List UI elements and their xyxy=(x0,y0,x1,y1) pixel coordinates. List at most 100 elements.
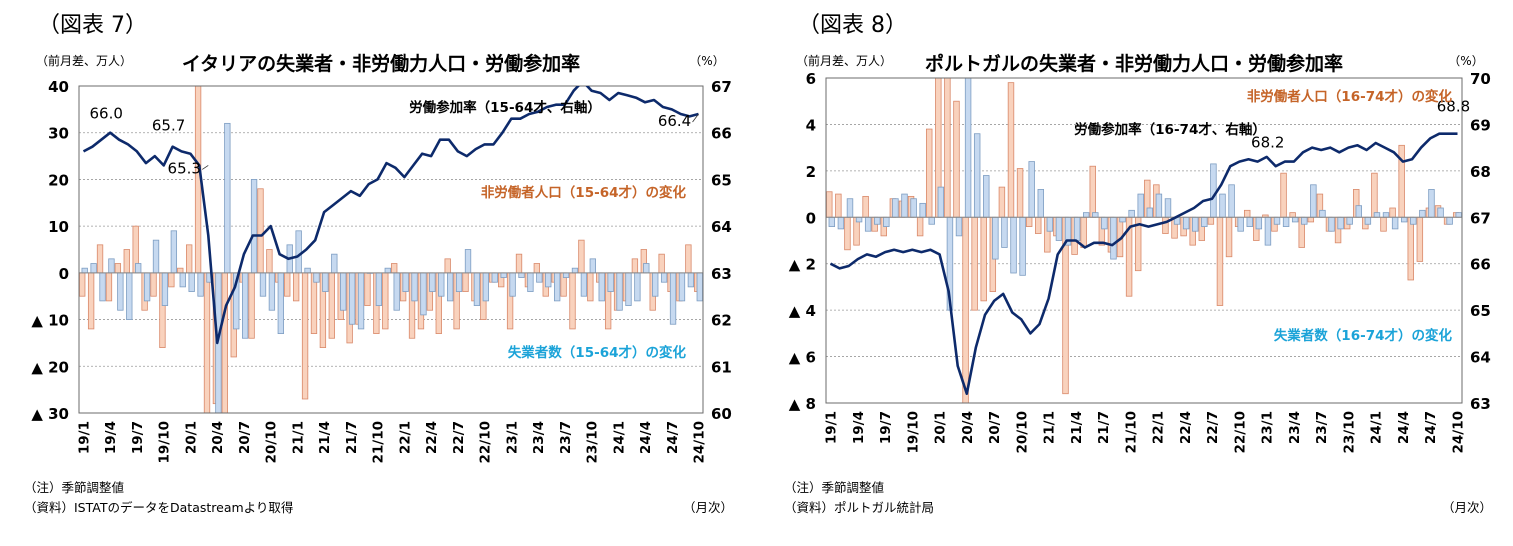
bar-unemployed-change xyxy=(473,272,481,306)
x-tick-label: 20/10 xyxy=(264,421,280,464)
bar-unemployed-change xyxy=(1301,216,1308,225)
bar-nonlabor-change xyxy=(1080,216,1087,248)
right-axis-unit: （%） xyxy=(1448,54,1483,68)
bar-unemployed-change xyxy=(429,272,436,292)
bar-unemployed-change xyxy=(384,267,391,274)
bar-nonlabor-change xyxy=(916,216,924,237)
bar-nonlabor-change xyxy=(96,244,104,274)
bar-unemployed-change xyxy=(846,198,854,218)
bar-unemployed-change xyxy=(1128,209,1135,218)
bar-unemployed-change xyxy=(1101,216,1108,230)
chart-1: （図表 7） （前月差、万人） イタリアの失業者・非労働力人口・労働参加率 （%） 40… xyxy=(24,13,733,515)
chart-2: （図表 8） （前月差、万人） ポルトガルの失業者・非労働力人口・労働参加率 （%） 6… xyxy=(784,13,1492,515)
bar-nonlabor-change xyxy=(79,272,86,297)
bar-nonlabor-change xyxy=(515,253,523,274)
bar-unemployed-change xyxy=(491,272,498,283)
note-text: （注）季節調整値 xyxy=(784,480,884,495)
bar-unemployed-change xyxy=(482,272,490,302)
y-right-tick-label: 66 xyxy=(711,125,732,143)
bar-unemployed-change xyxy=(455,272,463,292)
x-tick-label: 23/10 xyxy=(585,421,601,464)
bar-nonlabor-change xyxy=(123,249,130,274)
bar-nonlabor-change xyxy=(87,272,95,330)
x-tick-label: 22/1 xyxy=(397,421,413,454)
y-right-tick-label: 68 xyxy=(1470,163,1491,181)
bar-unemployed-change xyxy=(955,216,963,237)
bar-unemployed-change xyxy=(1400,216,1408,223)
bar-unemployed-change xyxy=(1055,216,1063,241)
y-left-tick-label: ▲ 20 xyxy=(31,358,69,376)
bar-unemployed-change xyxy=(562,272,570,278)
bar-unemployed-change xyxy=(634,272,641,302)
bar-unemployed-change xyxy=(536,272,543,283)
bar-unemployed-change xyxy=(1282,216,1290,227)
bar-unemployed-change xyxy=(1419,209,1426,218)
bar-unemployed-change xyxy=(1410,216,1417,225)
bar-unemployed-change xyxy=(580,272,588,297)
bar-unemployed-change xyxy=(1082,212,1090,218)
x-tick-label: 19/10 xyxy=(905,411,921,454)
bar-unemployed-change xyxy=(1228,184,1235,218)
bar-nonlabor-change xyxy=(658,253,665,274)
bar-nonlabor-change xyxy=(971,216,978,311)
left-axis-unit: （前月差、万人） xyxy=(36,53,132,68)
bar-unemployed-change xyxy=(1310,184,1317,218)
bar-nonlabor-change xyxy=(1035,216,1042,234)
bar-nonlabor-change xyxy=(1398,144,1405,218)
x-tick-label: 24/1 xyxy=(611,421,627,454)
y-right-tick-label: 67 xyxy=(711,78,732,96)
x-tick-label: 21/1 xyxy=(1042,411,1058,444)
annotation-value: 66.4 xyxy=(658,112,691,130)
bar-unemployed-change xyxy=(1210,163,1217,218)
bar-unemployed-change xyxy=(464,249,472,274)
y-left-tick-label: 0 xyxy=(59,265,69,283)
plot-frame xyxy=(825,77,1463,404)
bar-unemployed-change xyxy=(1382,212,1390,218)
bar-unemployed-change xyxy=(259,272,267,297)
bar-nonlabor-change xyxy=(533,263,541,274)
series-label: 労働参加率（15-64才、右軸） xyxy=(409,99,601,116)
bar-unemployed-change xyxy=(402,272,409,292)
y-left-tick-label: ▲ 8 xyxy=(789,395,816,413)
x-tick-label: 19/1 xyxy=(76,421,92,454)
bar-nonlabor-change xyxy=(177,267,184,274)
x-tick-label: 21/7 xyxy=(344,421,360,454)
figure-label: （図表 7） xyxy=(38,13,147,38)
bar-unemployed-change xyxy=(295,230,302,274)
bar-unemployed-change xyxy=(1455,212,1462,218)
bar-nonlabor-change xyxy=(364,272,371,306)
bar-unemployed-change xyxy=(607,272,614,292)
bar-unemployed-change xyxy=(1164,198,1172,218)
bar-unemployed-change xyxy=(161,272,169,306)
bar-nonlabor-change xyxy=(1416,216,1424,262)
bar-unemployed-change xyxy=(883,216,890,227)
y-right-tick-label: 60 xyxy=(711,405,732,423)
series-label: 非労働者人口（15-64才）の変化 xyxy=(481,184,687,201)
annotation-value: 66.0 xyxy=(89,105,122,123)
bar-nonlabor-change xyxy=(1243,209,1251,218)
x-axis-unit: （月次） xyxy=(683,500,733,515)
y-left-tick-label: 4 xyxy=(806,116,816,134)
bar-unemployed-change xyxy=(1373,212,1381,218)
bar-unemployed-change xyxy=(828,216,836,227)
series-label: 労働参加率（16-74才、右軸） xyxy=(1074,121,1266,138)
bar-unemployed-change xyxy=(241,272,249,339)
x-tick-label: 21/4 xyxy=(1069,411,1085,444)
bars xyxy=(826,78,1462,403)
bar-unemployed-change xyxy=(224,122,231,274)
bar-unemployed-change xyxy=(1237,216,1244,232)
bar-nonlabor-change xyxy=(266,249,273,274)
bar-nonlabor-change xyxy=(444,258,451,274)
bar-unemployed-change xyxy=(393,272,400,311)
bar-unemployed-change xyxy=(616,272,623,311)
x-tick-label: 23/4 xyxy=(531,421,547,454)
y-right-tick-label: 63 xyxy=(711,265,732,283)
bar-nonlabor-change xyxy=(292,272,300,302)
bar-nonlabor-change xyxy=(1216,216,1224,306)
bar-unemployed-change xyxy=(1192,216,1199,232)
y-right-tick-label: 67 xyxy=(1470,209,1491,227)
x-tick-label: 22/4 xyxy=(1178,411,1194,444)
x-tick-label: 21/10 xyxy=(371,421,387,464)
bar-unemployed-change xyxy=(179,272,186,288)
x-tick-label: 23/7 xyxy=(1314,411,1330,444)
